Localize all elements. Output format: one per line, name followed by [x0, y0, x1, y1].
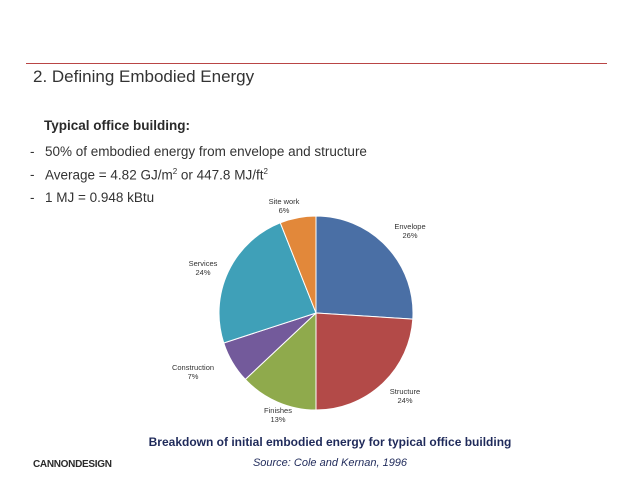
slice-label: Site work — [269, 197, 300, 206]
bullet-conversion: 1 MJ = 0.948 kBtu — [30, 190, 367, 213]
bullet-list: 50% of embodied energy from envelope and… — [30, 144, 367, 213]
pie-slice-finishes — [244, 311, 317, 411]
slice-label: Structure — [390, 387, 420, 396]
superscript: 2 — [263, 167, 268, 176]
bullet-text-a: Average = 4.82 GJ/m — [45, 167, 173, 183]
pie-slice-site-work — [279, 215, 317, 314]
bullet-text: 1 MJ = 0.948 kBtu — [45, 190, 155, 205]
subheading: Typical office building: — [44, 118, 191, 133]
slice-label: Finishes — [264, 406, 292, 415]
slice-value-label: 26% — [402, 231, 417, 240]
slice-value-label: 7% — [188, 372, 199, 381]
pie-slice-structure — [315, 312, 414, 411]
bullet-average: Average = 4.82 GJ/m2 or 447.8 MJ/ft2 — [30, 167, 367, 190]
slice-value-label: 24% — [195, 268, 210, 277]
bullet-text: 50% of embodied energy from envelope and… — [45, 144, 367, 159]
slice-label: Envelope — [394, 222, 425, 231]
title-rule — [26, 63, 607, 64]
slice-label: Construction — [172, 363, 214, 372]
slice-value-label: 6% — [279, 206, 290, 215]
source-citation: Source: Cole and Kernan, 1996 — [252, 457, 408, 469]
slice-label: Services — [189, 259, 218, 268]
slice-value-label: 24% — [397, 396, 412, 405]
bullet-envelope-structure: 50% of embodied energy from envelope and… — [30, 144, 367, 167]
slice-value-label: 13% — [270, 415, 285, 424]
chart-caption: Breakdown of initial embodied energy for… — [148, 435, 512, 449]
superscript: 2 — [172, 167, 178, 176]
company-logo: CANNONDESIGN — [33, 459, 112, 470]
slide-title: 2. Defining Embodied Energy — [33, 67, 255, 86]
bullet-text-b: or 447.8 MJ/ft — [177, 167, 264, 183]
pie-slice-envelope — [315, 215, 414, 320]
